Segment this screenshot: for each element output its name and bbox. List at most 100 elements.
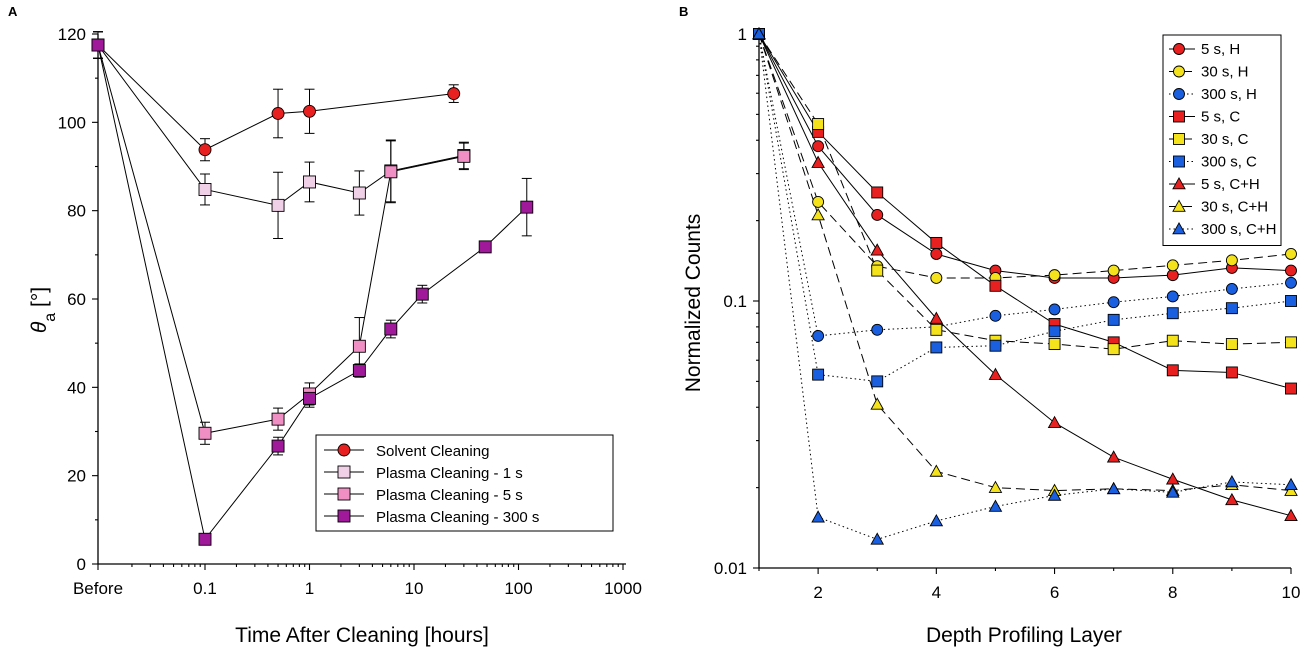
panel-b-data-point bbox=[1285, 382, 1297, 395]
panel-b-data-point bbox=[988, 499, 1003, 512]
panel-b-data-point bbox=[1166, 364, 1179, 377]
panel-a-series-line bbox=[97, 44, 464, 434]
panel-b-series-line bbox=[758, 33, 1292, 279]
panel-b-data-point bbox=[1225, 338, 1238, 350]
panel-b-legend-label: 5 s, C+H bbox=[1201, 176, 1260, 193]
panel-a-data-point bbox=[198, 183, 212, 196]
panel-b-data-point bbox=[811, 510, 825, 523]
panel-a-data-point bbox=[303, 104, 316, 118]
panel-a-data-point bbox=[198, 532, 212, 546]
panel-b-y-tick-label: 0.1 bbox=[723, 292, 747, 311]
panel-b-data-point bbox=[870, 397, 885, 410]
panel-b-legend-label: 5 s, C bbox=[1201, 109, 1240, 126]
panel-a-data-point bbox=[271, 198, 285, 212]
panel-a-data-point bbox=[198, 143, 212, 157]
panel-b-x-tick-label: 10 bbox=[1282, 583, 1301, 602]
panel-b-data-point bbox=[871, 209, 884, 221]
panel-b-x-axis-title: Depth Profiling Layer bbox=[926, 624, 1122, 647]
panel-a-y-axis-title: θa [°] bbox=[28, 287, 59, 333]
panel-b-data-point bbox=[988, 480, 1003, 493]
panel-b-data-point bbox=[871, 375, 884, 388]
panel-a-data-point bbox=[520, 200, 534, 214]
panel-a-y-axis-unit: [°] bbox=[28, 287, 51, 313]
panel-a-data-point bbox=[384, 322, 398, 336]
panel-b-series-line bbox=[758, 33, 1292, 540]
panel-a-y-tick-label: 20 bbox=[67, 467, 86, 486]
panel-b-data-point bbox=[1285, 248, 1297, 260]
panel-b-legend-marker bbox=[1173, 110, 1185, 123]
panel-b-data-point bbox=[871, 264, 884, 277]
panel-b-series-line bbox=[758, 33, 1292, 390]
panel-b-data-point bbox=[1107, 343, 1120, 356]
panel-a-data-point bbox=[271, 107, 285, 120]
panel-b-x-tick-label: 2 bbox=[813, 583, 822, 602]
panel-b-legend-label: 30 s, H bbox=[1201, 64, 1249, 81]
panel-b-series-line bbox=[758, 33, 1292, 350]
panel-b-legend-label: 30 s, C bbox=[1201, 131, 1249, 148]
panel-b-data-point bbox=[1225, 366, 1238, 379]
panel-a-data-point bbox=[303, 175, 316, 189]
panel-b-data-point bbox=[929, 464, 944, 477]
panel-a-y-tick-label: 120 bbox=[58, 25, 86, 44]
panel-b-data-point bbox=[1107, 313, 1120, 326]
panel-a-legend-label: Solvent Cleaning bbox=[376, 443, 489, 460]
panel-a-data-point bbox=[384, 165, 398, 179]
panel-b-data-point bbox=[1225, 474, 1239, 488]
panel-b-data-point bbox=[1284, 508, 1298, 521]
panel-b-legend-marker bbox=[1173, 133, 1185, 145]
panel-b-data-point bbox=[989, 309, 1002, 322]
panel-b-data-point bbox=[1048, 325, 1061, 338]
panel-b-series-line bbox=[758, 33, 1292, 517]
panel-b-series-line bbox=[758, 33, 1292, 382]
panel-b-data-point bbox=[929, 311, 944, 324]
panel-a-data-point bbox=[352, 364, 366, 377]
panel-b-x-tick-label: 4 bbox=[932, 583, 941, 602]
panel-a-data-point bbox=[271, 412, 285, 426]
panel-a-legend bbox=[315, 434, 614, 532]
panel-b-data-point bbox=[1225, 254, 1238, 267]
panel-a-legend-marker bbox=[337, 487, 351, 501]
panel-a-legend-label: Plasma Cleaning - 300 s bbox=[376, 509, 539, 526]
panel-b-data-point bbox=[1165, 472, 1180, 485]
panel-b-legend-label: 300 s, H bbox=[1201, 86, 1257, 103]
panel-b-data-point bbox=[811, 207, 825, 221]
panel-b-legend-label: 300 s, C+H bbox=[1201, 221, 1276, 238]
panel-b-legend-marker bbox=[1172, 177, 1186, 190]
panel-b-legend-marker bbox=[1173, 88, 1185, 100]
panel-a-x-tick-label: 1 bbox=[305, 579, 314, 598]
panel-a-data-point bbox=[198, 426, 212, 440]
panel-b-data-point bbox=[930, 271, 943, 284]
panel-b-data-point bbox=[812, 118, 825, 130]
panel-b-legend-marker bbox=[1172, 222, 1186, 235]
panel-a-x-axis-title: Time After Cleaning [hours] bbox=[235, 624, 489, 647]
panel-b-data-point bbox=[1047, 488, 1062, 501]
panel-b-data-point bbox=[871, 323, 884, 336]
panel-b-letter: B bbox=[679, 4, 688, 19]
panel-b-data-point bbox=[1107, 296, 1120, 309]
panel-b-data-point bbox=[930, 323, 943, 336]
panel-a-x-tick-label: 0.1 bbox=[193, 579, 217, 598]
panel-b-data-point bbox=[989, 339, 1002, 352]
panel-a-y-axis-symbol: θ bbox=[28, 321, 51, 333]
panel-b-data-point bbox=[1165, 485, 1180, 498]
panel-b-data-point bbox=[811, 155, 825, 168]
panel-a-data-point bbox=[352, 186, 366, 200]
panel-a-data-point bbox=[352, 339, 366, 353]
panel-b-data-point bbox=[1048, 269, 1061, 282]
panel-b-data-point bbox=[930, 341, 943, 354]
panel-b-y-tick-label: 1 bbox=[738, 25, 747, 44]
panel-b-data-point bbox=[870, 532, 885, 545]
panel-b-data-point bbox=[1225, 302, 1238, 315]
panel-b-legend-marker bbox=[1172, 199, 1186, 212]
panel-b-data-point bbox=[1106, 450, 1121, 463]
panel-b-legend-label: 30 s, C+H bbox=[1201, 199, 1268, 216]
panel-a-legend-marker bbox=[337, 465, 351, 479]
panel-b-data-point bbox=[1284, 477, 1298, 491]
panel-b-x-tick-label: 8 bbox=[1168, 583, 1177, 602]
panel-a-plot-area: 0 20 40 60 80 100 120 Before 0.1 1 10 100 1000 Solven… bbox=[58, 25, 642, 598]
panel-b-data-point bbox=[1106, 481, 1121, 495]
panel-a-legend-label: Plasma Cleaning - 5 s bbox=[376, 487, 523, 504]
panel-a-data-point bbox=[415, 287, 429, 301]
panel-a-data-point bbox=[447, 87, 461, 101]
panel-b-series-line bbox=[758, 33, 1292, 279]
